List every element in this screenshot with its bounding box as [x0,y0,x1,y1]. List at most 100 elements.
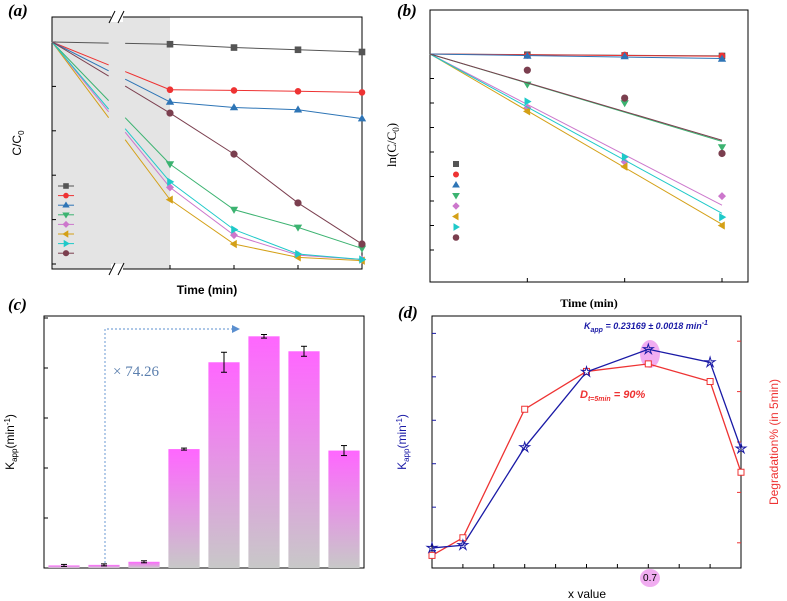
data-point [620,52,629,60]
fit-line [429,53,723,141]
series-line-dark [51,41,110,118]
bar [328,450,360,568]
panel-a-chart: Time (min) C/C0 [10,10,367,297]
data-point [523,66,531,74]
data-point [294,199,302,207]
data-point [718,149,726,158]
data-point [358,89,366,96]
kapp-line [431,348,742,549]
data-point [231,225,239,234]
bar [88,564,120,568]
bar [248,336,280,568]
data-point [293,224,303,232]
multiplier-arrow [104,325,240,563]
panel-d-chart: 0.7 Kapp = 0.23169 ± 0.0018 min-1 Dt=5mi… [395,315,781,601]
series-line [169,101,363,120]
bar [168,449,200,568]
data-point [719,212,727,222]
series-line-dark [124,85,171,114]
legend-marker [453,171,459,178]
degradation-point [521,405,529,413]
kapp-point [456,538,470,551]
data-point [717,54,727,62]
fit-line [429,53,723,214]
series-line-dark [124,71,171,91]
data-point [294,87,302,95]
data-point [165,161,175,169]
degradation-point [706,378,714,386]
data-point [165,97,175,105]
data-point [524,97,532,106]
panel-label-c: (c) [8,295,27,314]
plot-frame [429,9,749,283]
series-line [169,187,363,261]
data-point [358,48,366,56]
bar [128,561,160,568]
series-line-dark [51,41,109,66]
legend-marker [62,250,70,257]
data-point [166,40,174,48]
kapp-point [734,441,748,455]
y-axis-title-b: ln(C/C0) [384,123,401,167]
legend-b [452,161,460,241]
axis-break-top [108,10,125,24]
highlight-tick [640,569,660,587]
data-point [166,86,174,94]
series-line [169,181,363,261]
kapp-point [579,364,594,378]
legend-marker [62,212,70,219]
data-point [357,114,367,122]
x-axis-title-a: Time (min) [177,283,237,297]
legend-marker [63,183,69,189]
x-axis-title-d: x value [568,587,606,601]
data-point [229,231,239,240]
bar [208,362,240,568]
series-line-dark [51,41,109,77]
data-point [359,255,367,264]
data-point [620,162,628,171]
series-line [169,89,363,93]
panel-label-d: (d) [398,303,418,322]
panel-b-chart: Time (min) ln(C/C0) [384,9,749,310]
fit-line [429,53,723,206]
data-point [165,183,175,192]
series-line-dark [51,41,109,44]
svg-text:C/C0: C/C0 [10,130,26,156]
data-point [717,192,727,201]
data-point [229,239,237,249]
multiplier-label: × 74.26 [113,364,159,380]
svg-text:Kapp(min-1): Kapp(min-1) [395,414,411,470]
degradation-annotation: Dt=5min = 90% [580,389,645,403]
legend-marker [63,192,69,199]
data-point [166,109,174,117]
kapp-point [518,440,532,453]
kapp-point [425,540,439,554]
data-point [230,87,238,94]
panel-label-a: (a) [8,1,28,20]
data-point [358,240,366,248]
kapp-annotation: Kapp = 0.23169 ± 0.0018 min-1 [584,320,708,334]
series-line-dark [124,78,171,103]
series-line [169,199,363,262]
series-line-dark [124,131,171,188]
legend-marker [452,212,459,221]
data-point [229,206,239,214]
axis-break-bottom [108,262,125,276]
degradation-point [737,468,745,476]
y-axis-title-d-left: Kapp(min-1) [395,414,411,470]
legend-marker [452,193,460,200]
kapp-point [641,342,655,355]
dark-region [52,17,170,269]
series-line [169,112,363,245]
svg-text:Degradation% (in 5min): Degradation% (in 5min) [767,379,781,505]
series-line-dark [51,41,110,110]
data-point [294,46,302,54]
series-line-dark [124,117,171,165]
data-point [621,152,629,162]
data-point [717,221,725,230]
data-point [295,249,303,259]
legend-a [58,183,74,257]
series-line-dark [125,42,171,45]
data-point [523,107,531,116]
highlight-tick-label: 0.7 [643,573,657,584]
